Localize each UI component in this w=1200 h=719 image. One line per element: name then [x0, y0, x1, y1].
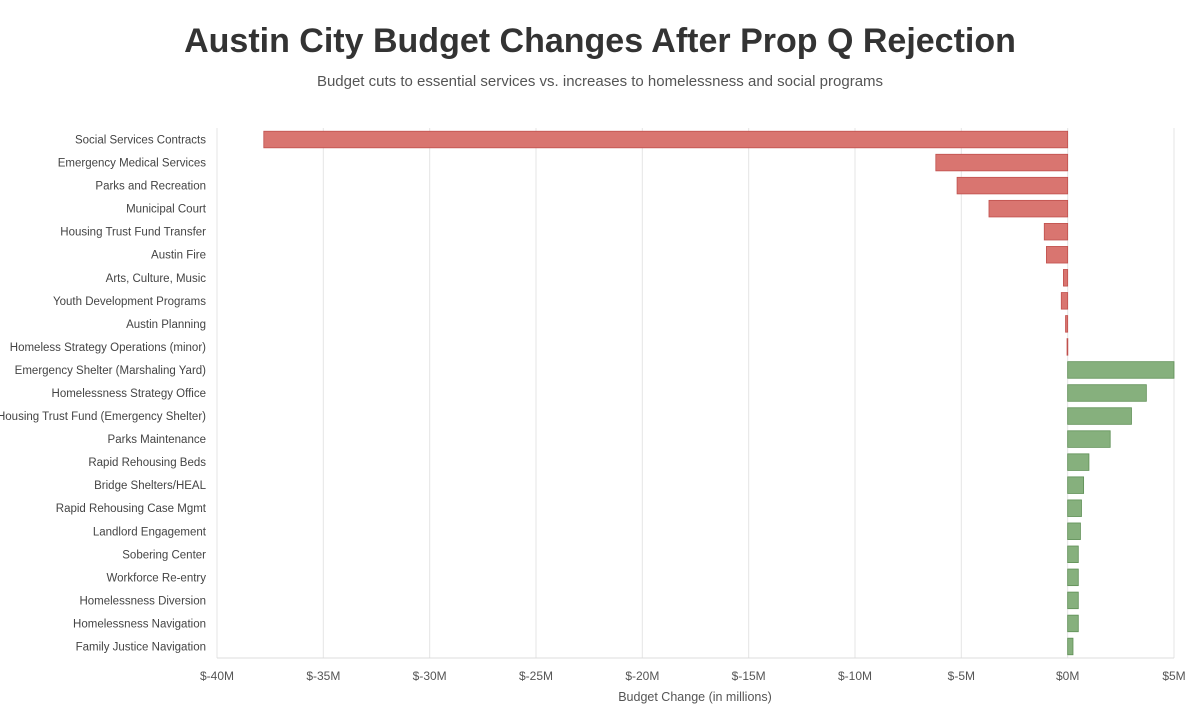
- bar[interactable]: [1043, 222, 1069, 241]
- category-label: Homelessness Strategy Office: [52, 388, 206, 400]
- category-label: Housing Trust Fund (Emergency Shelter): [0, 411, 206, 423]
- category-label: Homelessness Diversion: [79, 595, 206, 607]
- category-label: Austin Fire: [151, 250, 206, 262]
- bar[interactable]: [1066, 338, 1069, 356]
- x-tick-label: $5M: [1162, 669, 1185, 683]
- x-axis-title: Budget Change (in millions): [618, 690, 772, 704]
- x-axis-ticks: $-40M $-35M $-30M $-25M $-20M $-15M $-10M $-5M $…: [200, 669, 1186, 683]
- category-label: Social Services Contracts: [75, 135, 206, 147]
- bar[interactable]: [1046, 246, 1069, 264]
- bar[interactable]: [1067, 568, 1079, 587]
- category-label: Homelessness Navigation: [73, 618, 206, 630]
- x-tick-label: $-35M: [306, 669, 340, 683]
- category-label: Rapid Rehousing Beds: [88, 457, 206, 469]
- bar[interactable]: [1067, 522, 1081, 540]
- bars: [263, 130, 1175, 656]
- category-label: Homeless Strategy Operations (minor): [10, 342, 206, 354]
- bar[interactable]: [956, 176, 1069, 195]
- bar[interactable]: [935, 153, 1069, 172]
- category-label: Parks Maintenance: [108, 434, 206, 446]
- category-label: Austin Planning: [126, 319, 206, 331]
- chart-subtitle: Budget cuts to essential services vs. in…: [316, 73, 884, 90]
- bar[interactable]: [1060, 292, 1069, 310]
- x-tick-label: $-40M: [200, 669, 234, 683]
- bar[interactable]: [1067, 430, 1111, 448]
- bar[interactable]: [1067, 614, 1079, 633]
- category-label: Bridge Shelters/HEAL: [94, 480, 206, 492]
- category-label: Emergency Medical Services: [58, 158, 207, 170]
- bar[interactable]: [1067, 499, 1082, 517]
- x-tick-label: $-10M: [838, 669, 872, 683]
- bar[interactable]: [1067, 407, 1132, 425]
- bar[interactable]: [1067, 361, 1175, 379]
- bar[interactable]: [1067, 384, 1147, 402]
- category-label: Sobering Center: [122, 549, 206, 561]
- x-tick-label: $-30M: [413, 669, 447, 683]
- category-label: Landlord Engagement: [93, 526, 207, 538]
- bar[interactable]: [263, 130, 1069, 149]
- x-tick-label: $0M: [1056, 669, 1079, 683]
- category-labels: Social Services Contracts Emergency Medic…: [0, 135, 207, 654]
- category-label: Youth Development Programs: [53, 296, 206, 308]
- bar[interactable]: [1065, 315, 1069, 333]
- category-label: Arts, Culture, Music: [106, 273, 207, 285]
- x-tick-label: $-5M: [948, 669, 975, 683]
- category-label: Emergency Shelter (Marshaling Yard): [15, 365, 206, 377]
- category-label: Parks and Recreation: [95, 181, 206, 193]
- bar[interactable]: [1067, 545, 1079, 563]
- category-label: Workforce Re-entry: [107, 572, 207, 584]
- category-label: Family Justice Navigation: [76, 641, 206, 653]
- x-tick-label: $-25M: [519, 669, 553, 683]
- bar[interactable]: [1063, 269, 1069, 287]
- bar[interactable]: [1067, 453, 1090, 471]
- bar[interactable]: [1067, 476, 1085, 494]
- category-label: Rapid Rehousing Case Mgmt: [56, 503, 207, 515]
- category-label: Municipal Court: [126, 204, 207, 216]
- category-label: Housing Trust Fund Transfer: [60, 227, 206, 239]
- bar[interactable]: [1067, 637, 1074, 656]
- chart-title: Austin City Budget Changes After Prop Q …: [184, 22, 1016, 60]
- x-tick-label: $-15M: [732, 669, 766, 683]
- x-tick-label: $-20M: [625, 669, 659, 683]
- bar[interactable]: [1067, 591, 1079, 610]
- bar[interactable]: [988, 199, 1069, 218]
